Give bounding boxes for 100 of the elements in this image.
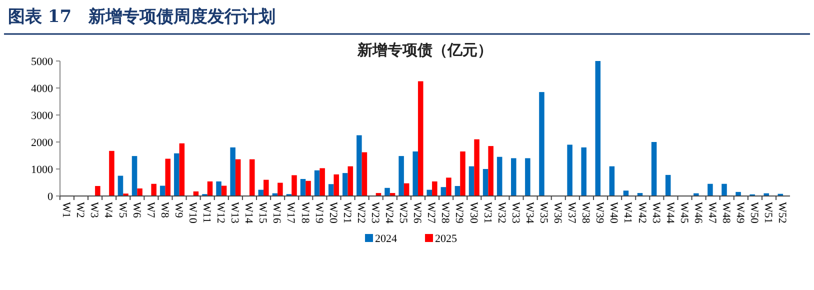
bar	[160, 186, 166, 196]
bar	[412, 151, 418, 196]
x-tick-label: W46	[692, 202, 704, 224]
x-tick-label: W52	[776, 202, 788, 224]
x-tick-label: W15	[256, 202, 269, 224]
x-tick-label: W9	[172, 202, 184, 218]
bar	[235, 159, 241, 196]
x-tick-label: W11	[200, 202, 213, 223]
bar	[320, 168, 325, 196]
x-tick-label: W42	[636, 202, 648, 224]
bar	[722, 184, 727, 196]
x-tick-label: W40	[608, 202, 620, 224]
bar	[95, 186, 100, 196]
bar	[404, 183, 410, 196]
x-tick-label: W50	[748, 202, 760, 224]
bar	[348, 166, 354, 196]
x-tick-label: W1	[60, 202, 72, 218]
x-tick-label: W45	[678, 202, 690, 224]
bar	[460, 151, 466, 196]
x-tick-label: W25	[397, 202, 410, 224]
bar	[468, 166, 474, 196]
bar	[151, 184, 156, 196]
bar	[221, 186, 227, 196]
x-tick-label: W22	[354, 202, 367, 224]
x-tick-label: W38	[580, 202, 592, 224]
x-tick-label: W8	[158, 202, 170, 218]
bar	[230, 147, 236, 196]
bar	[264, 180, 269, 196]
x-tick-label: W3	[88, 202, 100, 218]
bar	[440, 187, 446, 196]
bar	[418, 81, 424, 196]
bar	[118, 176, 124, 196]
bar	[651, 142, 657, 196]
bar	[525, 158, 530, 196]
x-tick-label: W35	[538, 202, 550, 224]
bar	[609, 166, 615, 196]
bar	[249, 159, 255, 196]
bar	[474, 139, 480, 196]
x-tick-label: W29	[453, 202, 466, 224]
x-tick-label: W2	[74, 202, 86, 218]
bar	[132, 156, 138, 196]
x-tick-label: W31	[481, 202, 494, 224]
x-tick-label: W48	[720, 202, 732, 224]
x-tick-label: W7	[144, 202, 156, 218]
bar	[179, 143, 185, 196]
x-tick-label: W23	[369, 202, 382, 224]
x-tick-label: W28	[439, 202, 452, 224]
x-tick-label: W36	[552, 202, 564, 224]
y-tick-label: 2000	[31, 136, 54, 149]
bar	[328, 184, 334, 196]
bar	[581, 147, 586, 196]
x-tick-label: W26	[411, 202, 424, 224]
bar	[306, 180, 311, 196]
bar	[334, 174, 339, 196]
x-tick-label: W10	[186, 202, 198, 224]
x-tick-label: W33	[509, 202, 522, 224]
x-tick-label: W18	[298, 202, 311, 224]
x-tick-label: W14	[242, 202, 255, 224]
bar	[356, 135, 362, 196]
legend-label: 2024	[375, 232, 398, 245]
x-tick-label: W32	[495, 202, 508, 224]
bar	[454, 186, 460, 196]
bar	[109, 150, 114, 196]
x-tick-label: W17	[284, 202, 297, 224]
bar	[567, 144, 572, 196]
x-tick-label: W5	[116, 202, 128, 218]
bar	[165, 158, 171, 196]
x-tick-label: W39	[594, 202, 606, 224]
x-tick-label: W20	[326, 202, 339, 224]
x-tick-label: W37	[566, 202, 578, 224]
bar	[496, 156, 502, 196]
x-tick-label: W30	[467, 202, 480, 224]
bar	[511, 158, 516, 196]
bar	[216, 181, 222, 196]
x-tick-label: W43	[650, 202, 662, 224]
bar	[446, 178, 452, 196]
bar	[708, 184, 713, 196]
bar	[314, 170, 320, 196]
chart-title: 图表 17 新增专项债周度发行计划	[8, 7, 276, 27]
x-tick-label: W24	[383, 202, 396, 224]
x-tick-label: W34	[523, 202, 536, 224]
y-tick-label: 4000	[31, 82, 54, 95]
bar	[174, 153, 180, 196]
bar	[665, 174, 671, 196]
y-tick-label: 3000	[31, 110, 54, 122]
x-tick-label: W41	[622, 202, 634, 224]
legend-label: 2025	[435, 232, 458, 245]
x-tick-label: W13	[228, 202, 241, 224]
x-tick-label: W27	[425, 202, 438, 224]
x-tick-label: W51	[762, 202, 774, 224]
bar	[278, 182, 283, 196]
y-tick-label: 0	[48, 190, 54, 203]
x-tick-label: W44	[664, 202, 676, 224]
y-tick-label: 5000	[31, 56, 54, 68]
bar	[736, 192, 741, 196]
x-tick-label: W16	[270, 202, 283, 224]
x-tick-label: W4	[102, 202, 114, 218]
bar	[488, 146, 494, 196]
x-tick-label: W21	[340, 202, 353, 224]
bar	[398, 156, 404, 196]
